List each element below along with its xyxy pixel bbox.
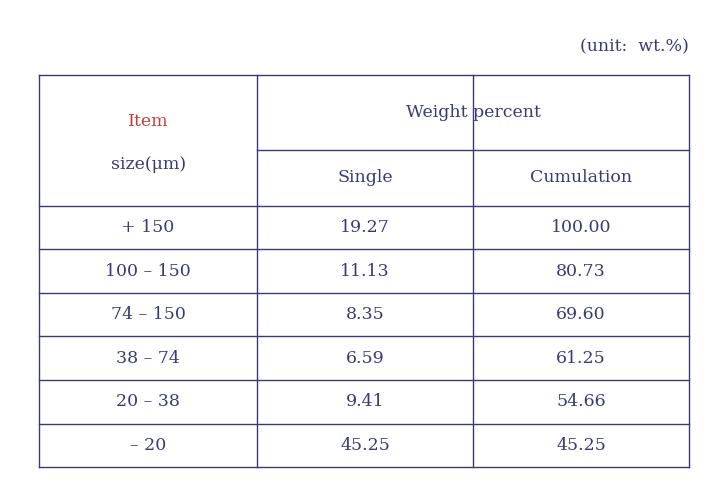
Text: 45.25: 45.25 <box>556 437 606 454</box>
Text: 19.27: 19.27 <box>340 219 390 236</box>
Text: 69.60: 69.60 <box>556 306 606 323</box>
Text: 8.35: 8.35 <box>346 306 385 323</box>
Text: 100.00: 100.00 <box>551 219 611 236</box>
Text: Weight percent: Weight percent <box>406 104 540 121</box>
Text: 74 – 150: 74 – 150 <box>111 306 186 323</box>
Text: Cumulation: Cumulation <box>530 169 632 186</box>
Text: Item: Item <box>128 112 169 130</box>
Text: – 20: – 20 <box>130 437 166 454</box>
Text: 11.13: 11.13 <box>341 262 390 280</box>
Text: 45.25: 45.25 <box>340 437 390 454</box>
Text: 9.41: 9.41 <box>346 393 384 410</box>
Text: 38 – 74: 38 – 74 <box>116 349 180 367</box>
Text: + 150: + 150 <box>121 219 175 236</box>
Text: 6.59: 6.59 <box>346 349 385 367</box>
Text: 80.73: 80.73 <box>556 262 606 280</box>
Text: 100 – 150: 100 – 150 <box>105 262 191 280</box>
Text: Single: Single <box>337 169 393 186</box>
Text: 61.25: 61.25 <box>556 349 606 367</box>
Text: size(μm): size(μm) <box>111 156 186 173</box>
Text: (unit:  wt.%): (unit: wt.%) <box>580 39 689 56</box>
Text: 20 – 38: 20 – 38 <box>116 393 180 410</box>
Text: 54.66: 54.66 <box>556 393 606 410</box>
